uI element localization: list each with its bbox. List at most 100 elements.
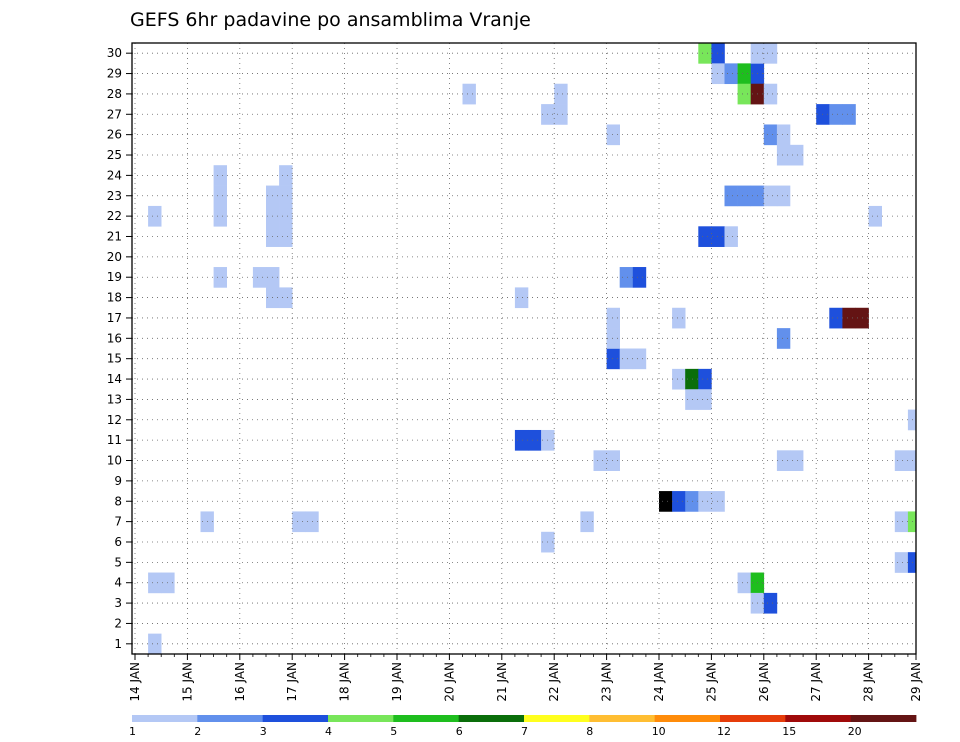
precip-cell <box>514 429 529 451</box>
y-tick-label: 28 <box>107 87 122 101</box>
precip-cell <box>776 185 791 207</box>
precip-cell <box>790 450 804 471</box>
precip-cell <box>711 43 725 64</box>
precip-cell <box>894 511 909 533</box>
colorbar-swatch <box>850 715 917 722</box>
precip-cell <box>606 307 620 329</box>
y-tick-label: 5 <box>114 555 122 569</box>
colorbar-swatch <box>524 715 590 722</box>
y-tick-label: 25 <box>107 148 122 162</box>
y-tick-label: 13 <box>107 392 122 406</box>
y-tick-label: 1 <box>114 637 122 651</box>
precip-cell <box>148 633 162 655</box>
colorbar-label: 5 <box>390 725 397 738</box>
precip-cell <box>514 287 529 309</box>
colorbar-legend: 1 2 3 4 5 6 7 8 10 12 15 20 <box>129 715 917 738</box>
x-tick-label: 23 JAN <box>600 662 614 702</box>
precip-cell <box>737 63 751 85</box>
x-tick-label: 26 JAN <box>757 662 771 702</box>
precip-cell <box>776 328 791 349</box>
precip-cell <box>894 450 909 471</box>
x-tick-label: 16 JAN <box>233 662 247 702</box>
y-tick-label: 20 <box>107 250 122 264</box>
y-tick-label: 19 <box>107 270 122 284</box>
chart-title: GEFS 6hr padavine po ansamblima Vranje <box>130 9 531 31</box>
precip-cell <box>737 185 751 207</box>
y-tick-label: 18 <box>107 291 122 305</box>
y-tick-label: 3 <box>114 596 122 610</box>
precip-cell <box>593 450 607 471</box>
precip-cell <box>606 450 620 471</box>
y-tick-label: 11 <box>107 433 122 447</box>
precip-cell <box>894 552 909 573</box>
precip-cell <box>763 83 778 105</box>
y-tick-label: 6 <box>114 535 122 549</box>
x-tick-label: 14 JAN <box>128 662 142 702</box>
precip-cell <box>842 104 856 125</box>
colorbar-swatch <box>328 715 394 722</box>
precip-cell <box>619 267 634 288</box>
precip-cell <box>776 144 791 166</box>
colorbar-label: 10 <box>652 725 666 738</box>
precip-cell <box>279 226 293 247</box>
precip-cell <box>554 104 568 125</box>
precip-cell <box>685 368 699 390</box>
precip-cell <box>279 287 293 309</box>
x-tick-label: 17 JAN <box>285 662 299 702</box>
precip-cell <box>279 205 293 227</box>
y-tick-label: 14 <box>107 372 122 386</box>
colorbar-label: 15 <box>782 725 796 738</box>
x-tick-label: 27 JAN <box>809 662 823 702</box>
precip-cell <box>711 226 725 247</box>
precip-cell <box>213 267 227 288</box>
precip-cell <box>606 328 620 349</box>
colorbar-swatch <box>262 715 329 722</box>
precip-cell <box>698 226 712 247</box>
precip-cell <box>606 348 620 370</box>
x-tick-label: 21 JAN <box>495 662 509 702</box>
plot-frame <box>131 42 917 655</box>
precip-cell <box>672 491 686 512</box>
precip-cell <box>279 165 293 186</box>
x-axis-ticks: 14 JAN 15 JAN 16 JAN 17 JAN 18 JAN 19 JAN 20 J… <box>128 654 923 702</box>
precip-cell <box>868 205 882 227</box>
y-axis-ticks: 1234567891011121314151617181920212223242… <box>107 46 132 651</box>
y-tick-label: 8 <box>114 494 122 508</box>
precip-cell <box>737 572 751 594</box>
precip-cell <box>632 348 647 370</box>
precip-cell <box>148 572 162 594</box>
precip-cell <box>724 226 738 247</box>
precip-cell <box>554 83 568 105</box>
y-tick-label: 24 <box>107 168 122 182</box>
y-tick-label: 4 <box>114 576 122 590</box>
precip-cell <box>842 307 856 329</box>
precip-cell <box>659 491 673 512</box>
colorbar-swatch <box>197 715 264 722</box>
x-tick-label: 25 JAN <box>704 662 718 702</box>
precip-cell <box>685 491 699 512</box>
precip-cell <box>763 124 778 146</box>
y-tick-label: 10 <box>107 454 122 468</box>
colorbar-swatch <box>132 715 198 722</box>
precip-cell <box>776 124 791 146</box>
precip-cell <box>279 185 293 207</box>
x-tick-label: 19 JAN <box>390 662 404 702</box>
x-tick-label: 24 JAN <box>652 662 666 702</box>
x-tick-label: 20 JAN <box>442 662 456 702</box>
y-tick-label: 12 <box>107 413 122 427</box>
precip-cell <box>148 205 162 227</box>
y-tick-label: 7 <box>114 515 122 529</box>
x-tick-label: 22 JAN <box>547 662 561 702</box>
y-tick-label: 15 <box>107 352 122 366</box>
precip-cell <box>462 83 476 105</box>
precip-cell <box>711 491 725 512</box>
colorbar-swatch <box>720 715 786 722</box>
precip-cell <box>698 368 712 390</box>
precip-cell <box>776 450 791 471</box>
colorbar-label: 7 <box>521 725 528 738</box>
precip-cell <box>213 185 227 207</box>
precip-cell <box>606 124 620 146</box>
y-tick-label: 17 <box>107 311 122 325</box>
colorbar-swatch <box>458 715 525 722</box>
y-tick-label: 9 <box>114 474 122 488</box>
